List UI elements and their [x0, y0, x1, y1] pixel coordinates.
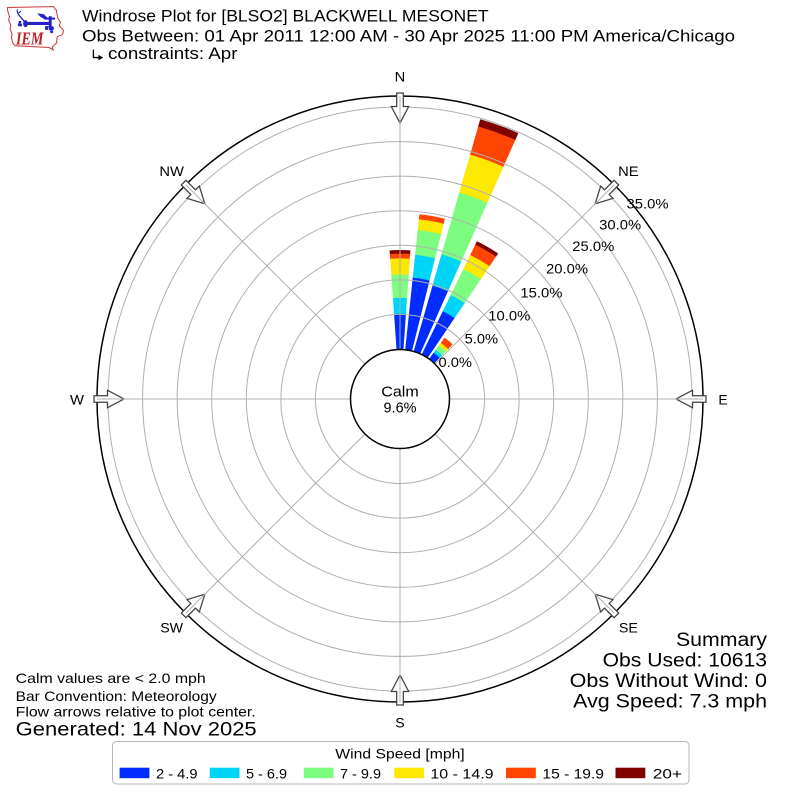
svg-text:SE: SE [619, 621, 638, 637]
svg-text:NE: NE [618, 164, 639, 180]
svg-text:15.0%: 15.0% [520, 286, 562, 301]
svg-text:10 - 14.9: 10 - 14.9 [430, 767, 494, 782]
svg-text:E: E [718, 392, 727, 408]
svg-text:Generated: 14 Nov 2025: Generated: 14 Nov 2025 [16, 719, 257, 741]
svg-text:10.0%: 10.0% [488, 309, 530, 324]
svg-text:Wind Speed [mph]: Wind Speed [mph] [335, 747, 464, 762]
svg-text:Calm values are < 2.0 mph: Calm values are < 2.0 mph [16, 671, 206, 686]
svg-text:W: W [70, 392, 85, 408]
svg-text:15 - 19.9: 15 - 19.9 [542, 767, 604, 782]
svg-text:5 - 6.9: 5 - 6.9 [246, 767, 287, 782]
svg-text:Summary: Summary [676, 630, 768, 651]
svg-text:2 - 4.9: 2 - 4.9 [156, 767, 198, 782]
svg-text:Calm: Calm [381, 384, 419, 401]
svg-text:7 - 9.9: 7 - 9.9 [340, 767, 381, 782]
svg-text:35.0%: 35.0% [627, 197, 669, 212]
svg-text:constraints: Apr: constraints: Apr [108, 45, 238, 63]
svg-text:0.0%: 0.0% [439, 355, 473, 370]
svg-text:9.6%: 9.6% [384, 400, 417, 417]
svg-text:Windrose Plot for [BLSO2] BLAC: Windrose Plot for [BLSO2] BLACKWELL MESO… [82, 7, 489, 25]
svg-text:Flow arrows relative to plot c: Flow arrows relative to plot center. [16, 704, 256, 719]
svg-text:Obs Without Wind: 0: Obs Without Wind: 0 [570, 671, 767, 692]
svg-text:5.0%: 5.0% [465, 332, 499, 347]
svg-text:S: S [395, 715, 404, 731]
svg-text:Avg Speed: 7.3 mph: Avg Speed: 7.3 mph [573, 692, 767, 713]
svg-text:SW: SW [160, 621, 183, 637]
svg-text:N: N [395, 69, 406, 85]
svg-text:NW: NW [159, 164, 184, 180]
svg-text:20.0%: 20.0% [546, 262, 588, 277]
svg-text:Obs Used: 10613: Obs Used: 10613 [603, 651, 767, 672]
svg-text:IEM: IEM [15, 28, 44, 48]
svg-text:20+: 20+ [653, 767, 682, 782]
svg-text:30.0%: 30.0% [599, 218, 641, 233]
svg-text:Bar Convention: Meteorology: Bar Convention: Meteorology [16, 689, 217, 704]
svg-text:Obs Between: 01 Apr 2011 12:00: Obs Between: 01 Apr 2011 12:00 AM - 30 A… [82, 28, 735, 46]
svg-text:25.0%: 25.0% [572, 239, 614, 254]
